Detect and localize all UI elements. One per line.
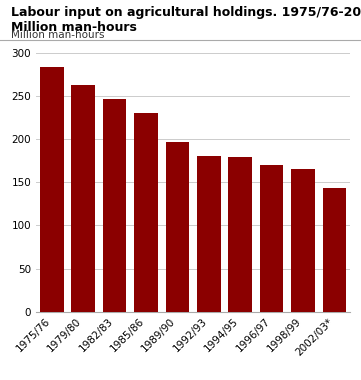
Bar [134, 112, 158, 312]
Bar [323, 188, 346, 312]
Bar [166, 142, 189, 312]
Bar [291, 169, 315, 312]
Text: Labour input on agricultural holdings. 1975/76-2002/03.: Labour input on agricultural holdings. 1… [11, 6, 361, 19]
Bar [197, 156, 221, 312]
Bar [40, 67, 64, 312]
Bar [260, 165, 283, 312]
Bar [229, 157, 252, 312]
Text: Million man-hours: Million man-hours [11, 30, 104, 40]
Bar [103, 99, 126, 312]
Text: Million man-hours: Million man-hours [11, 21, 137, 34]
Bar [71, 85, 95, 312]
